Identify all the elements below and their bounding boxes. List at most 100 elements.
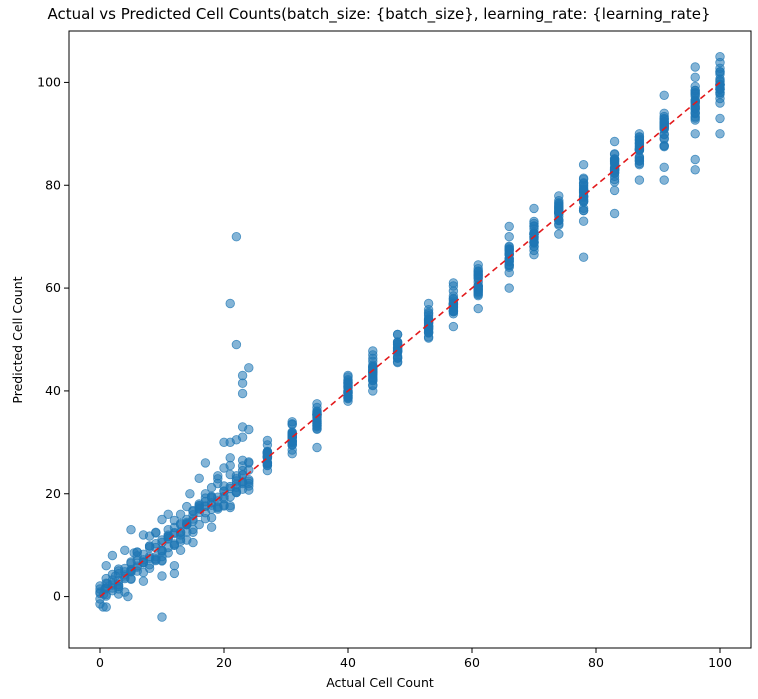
data-point — [120, 545, 130, 556]
data-point — [609, 208, 620, 219]
data-point — [123, 591, 133, 602]
data-point — [634, 129, 645, 139]
data-point — [448, 278, 459, 288]
data-point — [163, 525, 173, 535]
data-point — [113, 566, 124, 576]
x-tick-label: 0 — [96, 655, 104, 670]
data-point — [609, 136, 620, 147]
data-point — [392, 357, 403, 368]
data-point — [690, 154, 700, 165]
data-point — [287, 437, 297, 448]
data-point — [163, 548, 173, 558]
data-point — [504, 231, 514, 242]
data-point — [126, 525, 136, 535]
data-point — [554, 229, 564, 239]
data-point — [144, 563, 155, 574]
data-point — [368, 386, 378, 396]
data-point — [287, 417, 297, 427]
data-point — [504, 221, 514, 232]
data-point — [225, 453, 235, 463]
chart-title: Actual vs Predicted Cell Counts(batch_si… — [48, 5, 711, 24]
data-point — [175, 545, 186, 556]
data-point — [423, 298, 434, 309]
data-point — [163, 509, 173, 520]
data-point — [225, 298, 235, 309]
data-point — [554, 219, 564, 229]
data-point — [132, 555, 142, 566]
data-point — [609, 185, 620, 196]
data-point — [659, 90, 669, 101]
data-point — [98, 602, 108, 612]
data-point — [262, 440, 273, 450]
data-point — [169, 540, 180, 550]
data-point — [690, 72, 700, 83]
data-point — [690, 96, 700, 107]
data-point — [237, 465, 248, 476]
data-point — [423, 309, 434, 319]
data-point — [194, 519, 204, 530]
reference-line — [99, 81, 721, 598]
data-point — [690, 108, 700, 119]
data-point — [423, 332, 434, 342]
data-point — [231, 231, 242, 242]
data-point — [126, 573, 136, 584]
data-point — [448, 309, 459, 319]
data-point — [715, 52, 725, 62]
data-point — [473, 288, 483, 298]
data-point — [392, 329, 403, 340]
data-point — [231, 486, 242, 496]
data-point — [237, 370, 248, 381]
y-axis: 0 20 40 60 80 100 — [37, 74, 69, 604]
data-point — [343, 396, 353, 406]
data-point — [102, 579, 113, 589]
data-point — [237, 432, 248, 442]
data-point — [609, 174, 620, 185]
data-point — [578, 252, 589, 262]
data-point — [659, 175, 669, 185]
data-point — [144, 543, 155, 553]
data-point — [213, 471, 223, 481]
y-tick-label: 20 — [45, 486, 61, 501]
y-tick-label: 100 — [37, 74, 61, 89]
data-point — [194, 499, 204, 509]
data-point — [182, 501, 192, 512]
x-tick-label: 80 — [588, 655, 604, 670]
data-point — [659, 108, 669, 119]
data-point — [504, 268, 514, 278]
data-point — [231, 471, 242, 481]
data-point — [175, 509, 186, 520]
data-point — [504, 283, 514, 293]
data-point — [244, 481, 254, 491]
x-tick-label: 40 — [340, 655, 356, 670]
data-point — [578, 216, 589, 226]
data-point — [634, 175, 645, 185]
data-point — [554, 206, 564, 216]
data-point — [312, 442, 322, 453]
data-point — [715, 67, 725, 77]
data-point — [194, 473, 204, 484]
data-point — [578, 180, 589, 191]
data-point — [578, 159, 589, 170]
data-point — [138, 530, 149, 540]
data-point — [529, 203, 539, 214]
y-tick-label: 60 — [45, 280, 61, 295]
data-point — [185, 489, 195, 499]
x-axis-label: Actual Cell Count — [326, 675, 434, 690]
data-point — [554, 195, 564, 206]
data-point — [206, 522, 217, 532]
data-point — [169, 561, 180, 571]
data-point — [157, 612, 167, 622]
data-point — [715, 113, 725, 124]
data-point — [206, 513, 217, 523]
data-point — [690, 129, 700, 139]
data-point — [368, 375, 378, 386]
data-point — [578, 205, 589, 216]
data-point — [157, 571, 167, 581]
y-tick-label: 0 — [53, 589, 61, 604]
data-point — [244, 424, 254, 435]
data-point — [609, 149, 620, 160]
data-point — [151, 527, 161, 538]
data-point — [578, 195, 589, 206]
y-tick-label: 40 — [45, 383, 61, 398]
